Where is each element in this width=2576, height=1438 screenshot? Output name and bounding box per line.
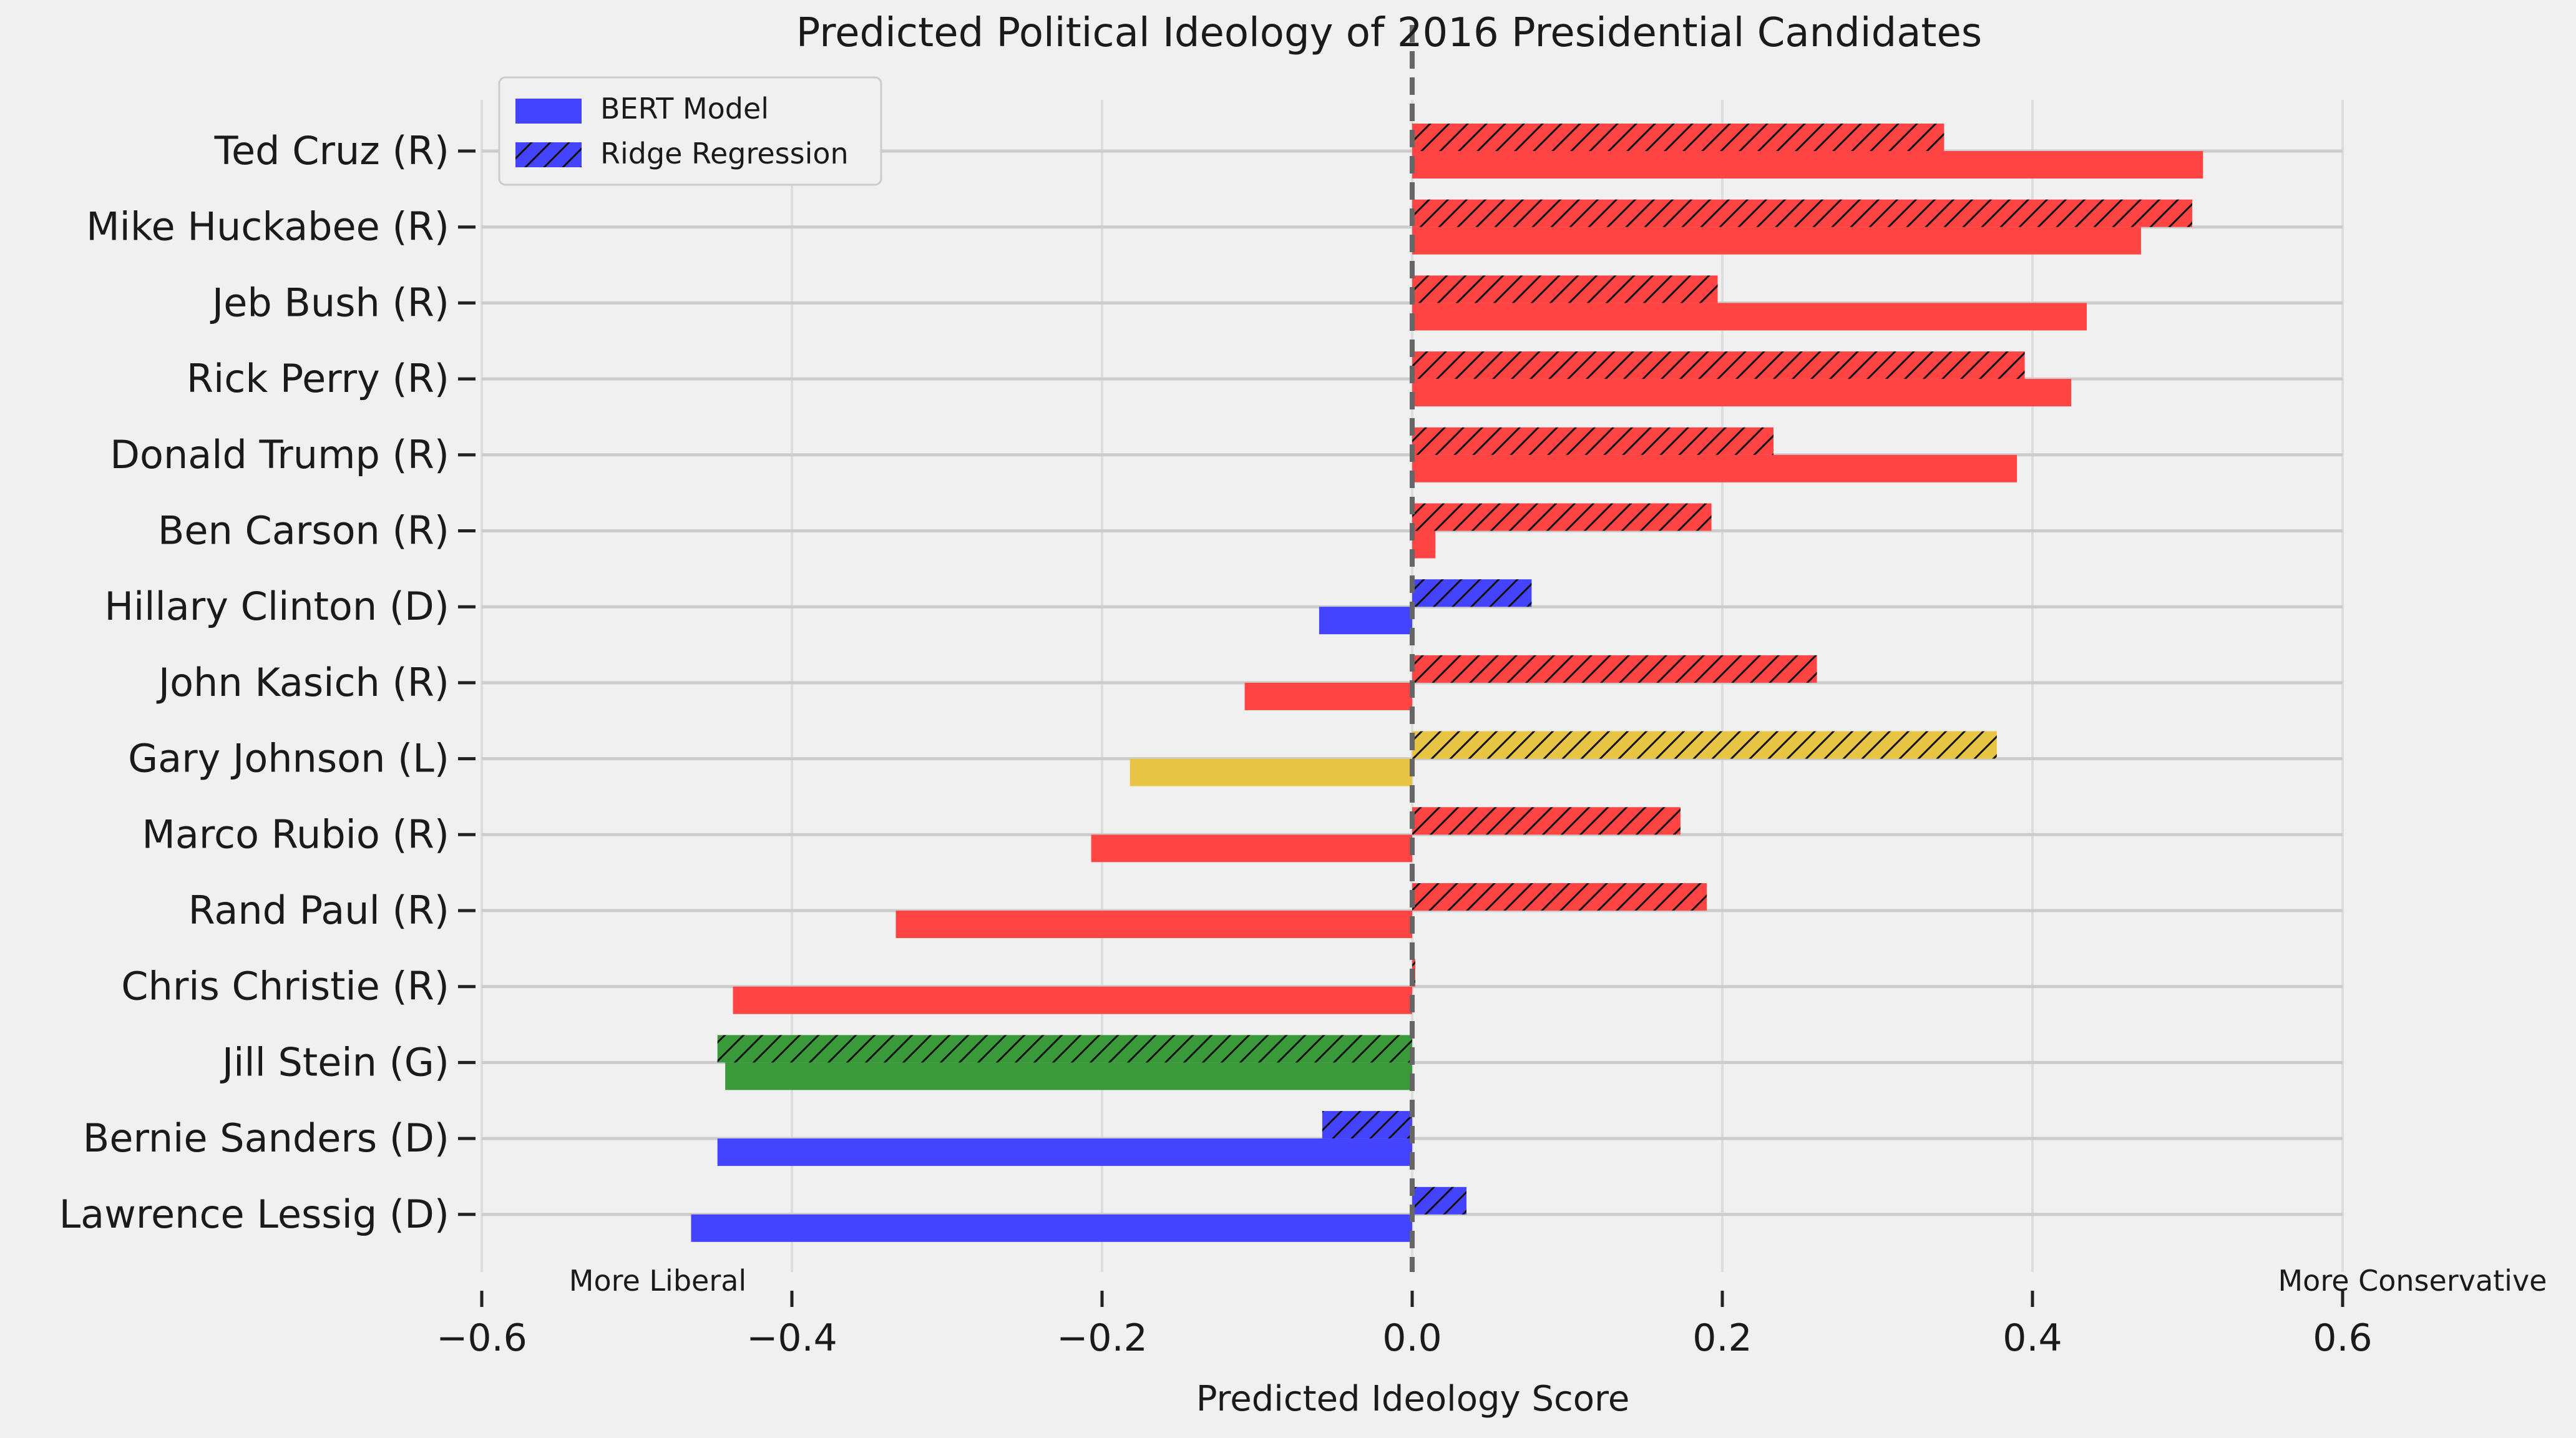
x-tick-label: −0.6 <box>436 1316 527 1360</box>
x-tick-label: 0.4 <box>2003 1316 2062 1360</box>
y-tick-label: Marco Rubio (R) <box>142 811 449 857</box>
x-axis-label: Predicted Ideology Score <box>1196 1379 1630 1419</box>
legend: BERT Model Ridge Regression <box>498 76 882 186</box>
annotation-more-conservative: More Conservative <box>2278 1264 2547 1298</box>
bar-ridge-hatch <box>1412 579 1532 607</box>
x-tick-label: 0.2 <box>1692 1316 1752 1360</box>
bar-ridge-hatch <box>717 1035 1412 1063</box>
x-tick-label: 0.0 <box>1382 1316 1442 1360</box>
bar-bert-model <box>717 1138 1412 1167</box>
y-tick-label: John Kasich (R) <box>156 660 449 705</box>
y-tick-label: Bernie Sanders (D) <box>83 1115 449 1161</box>
bar-ridge-hatch <box>1412 427 1774 455</box>
bar-bert-model <box>1412 454 2017 482</box>
bar-ridge-hatch <box>1412 351 2025 379</box>
y-tick-label: Ben Carson (R) <box>158 508 449 554</box>
y-tick-label: Mike Huckabee (R) <box>86 204 449 250</box>
bar-ridge-hatch <box>1412 503 1712 531</box>
y-tick-label: Lawrence Lessig (D) <box>59 1191 449 1237</box>
bar-bert-model <box>1129 758 1412 786</box>
x-tick-label: −0.4 <box>746 1316 837 1360</box>
y-tick-label: Ted Cruz (R) <box>214 128 449 174</box>
bar-bert-model <box>1412 151 2203 179</box>
bar-ridge-hatch <box>1412 883 1707 911</box>
annotation-more-liberal: More Liberal <box>569 1264 746 1298</box>
bar-bert-model <box>1412 227 2141 255</box>
bar-bert-model <box>1412 531 1436 559</box>
x-tick-label: 0.6 <box>2313 1316 2372 1360</box>
y-tick-label: Jill Stein (G) <box>220 1039 449 1085</box>
y-tick-label: Gary Johnson (L) <box>128 736 449 781</box>
y-tick-label: Donald Trump (R) <box>110 432 449 477</box>
bar-ridge-hatch <box>1412 1186 1466 1215</box>
bar-bert-model <box>733 986 1412 1014</box>
bar-bert-model <box>1412 303 2087 331</box>
chart-title: Predicted Political Ideology of 2016 Pre… <box>796 10 1982 56</box>
bar-bert-model <box>1244 682 1412 710</box>
bar-bert-model <box>725 1062 1412 1090</box>
y-tick-label: Rand Paul (R) <box>188 888 449 933</box>
y-tick-label: Chris Christie (R) <box>121 964 449 1009</box>
bar-bert-model <box>895 911 1412 938</box>
bar-ridge-hatch <box>1412 655 1817 683</box>
bar-bert-model <box>1412 379 2072 407</box>
bar-bert-model <box>691 1214 1412 1242</box>
bar-ridge-hatch <box>1412 124 1944 151</box>
bar-bert-model <box>1091 834 1412 863</box>
bar-ridge-hatch <box>1412 199 2192 227</box>
bar-ridge-hatch <box>1412 807 1681 835</box>
bar-ridge-hatch <box>1322 1111 1412 1139</box>
y-tick-label: Rick Perry (R) <box>187 356 449 401</box>
y-tick-label: Hillary Clinton (D) <box>104 584 449 629</box>
x-tick-label: −0.2 <box>1056 1316 1148 1360</box>
bar-bert-model <box>1319 607 1412 635</box>
bar-ridge-hatch <box>1412 731 1997 759</box>
legend-label-ridge: Ridge Regression <box>600 137 849 170</box>
y-tick-label: Jeb Bush (R) <box>210 280 449 325</box>
bar-ridge-hatch <box>1412 275 1718 303</box>
legend-label-bert: BERT Model <box>600 92 769 125</box>
legend-swatch-bert <box>515 99 582 124</box>
